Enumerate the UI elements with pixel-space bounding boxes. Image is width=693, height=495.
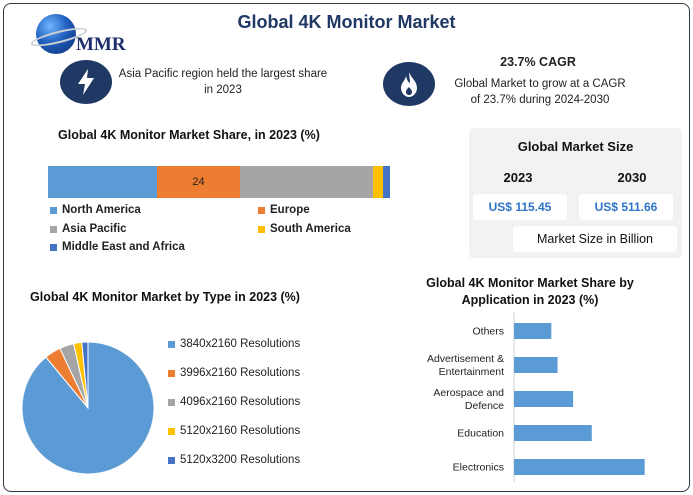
- type-pie-chart: [18, 338, 158, 483]
- share-bar-segment: 24: [157, 166, 240, 198]
- value-2023: US$ 115.45: [473, 194, 567, 220]
- share-bar-segment: [239, 166, 373, 198]
- share-chart-title: Global 4K Monitor Market Share, in 2023 …: [58, 128, 320, 142]
- lightning-icon: [60, 60, 112, 104]
- type-legend-item: 3840x2160 Resolutions: [168, 338, 300, 350]
- legend-swatch: [258, 225, 265, 233]
- info-left-text: Asia Pacific region held the largest sha…: [118, 68, 328, 96]
- category-tick-label: Electronics: [453, 462, 504, 474]
- category-tick-label: Others: [472, 326, 504, 338]
- legend-label: Europe: [270, 204, 310, 216]
- share-bar-segment: [383, 166, 390, 198]
- legend-swatch: [168, 427, 175, 435]
- legend-item-europe: Europe: [258, 204, 310, 216]
- legend-swatch: [168, 398, 175, 406]
- info-right-text: Global Market to grow at a CAGR of 23.7%…: [454, 78, 626, 106]
- market-size-title: Global Market Size: [517, 139, 634, 154]
- type-chart-title: Global 4K Monitor Market by Type in 2023…: [30, 290, 300, 304]
- legend-label: 3840x2160 Resolutions: [180, 338, 301, 350]
- application-chart-title: Global 4K Monitor Market Share by Applic…: [426, 276, 634, 307]
- legend-label: 5120x2160 Resolutions: [180, 425, 301, 437]
- type-legend-item: 5120x3200 Resolutions: [168, 454, 300, 466]
- application-bar: [514, 459, 645, 475]
- pie-slice: [81, 341, 89, 409]
- legend-swatch: [50, 206, 57, 214]
- legend-label: Asia Pacific: [62, 223, 127, 235]
- category-tick-label: Education: [457, 428, 504, 440]
- legend-item-south-america: South America: [258, 223, 351, 235]
- legend-swatch: [50, 225, 57, 233]
- legend-swatch: [168, 456, 175, 464]
- application-bar: [514, 425, 592, 441]
- year-2023-label: 2023: [503, 170, 533, 185]
- legend-swatch: [50, 243, 57, 251]
- market-size-card: Global Market Size 2023 2030 US$ 115.45 …: [469, 128, 682, 258]
- legend-swatch: [168, 369, 175, 377]
- share-stacked-bar: 24: [48, 166, 390, 198]
- legend-item-asia-pacific: Asia Pacific: [50, 223, 127, 235]
- logo-text: MMR: [76, 34, 126, 55]
- type-legend-item: 4096x2160 Resolutions: [168, 396, 300, 408]
- value-2030: US$ 511.66: [579, 194, 673, 220]
- type-legend-item: 5120x2160 Resolutions: [168, 425, 300, 437]
- legend-label: 3996x2160 Resolutions: [180, 367, 301, 379]
- type-legend-item: 3996x2160 Resolutions: [168, 367, 300, 379]
- mmr-logo: MMR: [30, 10, 140, 60]
- year-2030-label: 2030: [617, 170, 647, 185]
- legend-label: 5120x3200 Resolutions: [180, 454, 301, 466]
- category-tick-label: Aerospace and Defence: [433, 387, 504, 412]
- category-tick-label: Advertisement & Entertainment: [427, 353, 504, 378]
- share-bar-segment: [48, 166, 158, 198]
- globe-icon: [36, 14, 76, 54]
- legend-swatch: [168, 340, 175, 348]
- cagr-title: 23.7% CAGR: [500, 55, 576, 69]
- application-bar: [514, 323, 552, 339]
- application-bar: [514, 357, 558, 373]
- legend-label: Middle East and Africa: [62, 241, 185, 253]
- market-size-unit: Market Size in Billion: [513, 226, 677, 252]
- legend-label: South America: [270, 223, 351, 235]
- share-bar-data-label: 24: [192, 176, 205, 188]
- legend-label: 4096x2160 Resolutions: [180, 396, 301, 408]
- legend-label: North America: [62, 204, 141, 216]
- page-title: Global 4K Monitor Market: [237, 12, 456, 32]
- legend-item-mea: Middle East and Africa: [50, 241, 185, 253]
- legend-swatch: [258, 206, 265, 214]
- share-bar-segment: [372, 166, 384, 198]
- flame-icon: [383, 62, 435, 106]
- legend-item-north-america: North America: [50, 204, 141, 216]
- application-bar: [514, 391, 574, 407]
- application-bar-chart: Others Advertisement & Entertainment Aerosp…: [405, 312, 665, 487]
